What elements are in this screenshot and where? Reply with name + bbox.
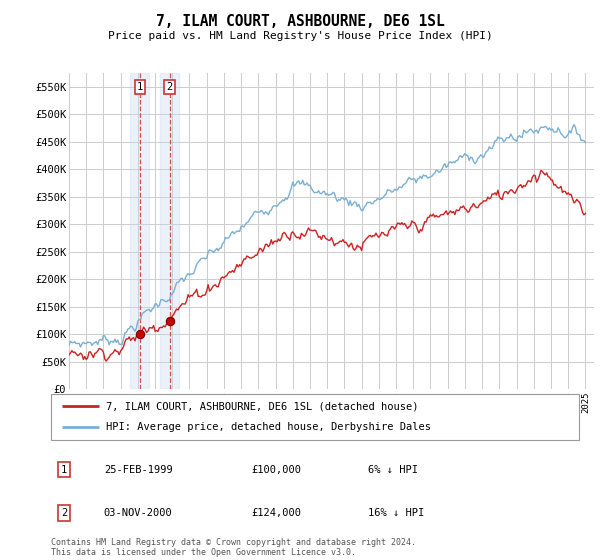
Text: 7, ILAM COURT, ASHBOURNE, DE6 1SL (detached house): 7, ILAM COURT, ASHBOURNE, DE6 1SL (detac… <box>106 401 419 411</box>
Text: £124,000: £124,000 <box>251 508 302 518</box>
Text: 1: 1 <box>61 465 67 475</box>
Bar <box>160 73 179 389</box>
Text: 25-FEB-1999: 25-FEB-1999 <box>104 465 173 475</box>
Text: 7, ILAM COURT, ASHBOURNE, DE6 1SL: 7, ILAM COURT, ASHBOURNE, DE6 1SL <box>155 14 445 29</box>
Text: HPI: Average price, detached house, Derbyshire Dales: HPI: Average price, detached house, Derb… <box>106 422 431 432</box>
Text: 03-NOV-2000: 03-NOV-2000 <box>104 508 173 518</box>
Text: £100,000: £100,000 <box>251 465 302 475</box>
Text: 2: 2 <box>61 508 67 518</box>
Text: 2: 2 <box>166 82 173 92</box>
Text: 6% ↓ HPI: 6% ↓ HPI <box>368 465 418 475</box>
Text: Price paid vs. HM Land Registry's House Price Index (HPI): Price paid vs. HM Land Registry's House … <box>107 31 493 41</box>
Bar <box>130 73 149 389</box>
Text: 16% ↓ HPI: 16% ↓ HPI <box>368 508 424 518</box>
Text: 1: 1 <box>137 82 143 92</box>
Text: Contains HM Land Registry data © Crown copyright and database right 2024.
This d: Contains HM Land Registry data © Crown c… <box>51 538 416 557</box>
